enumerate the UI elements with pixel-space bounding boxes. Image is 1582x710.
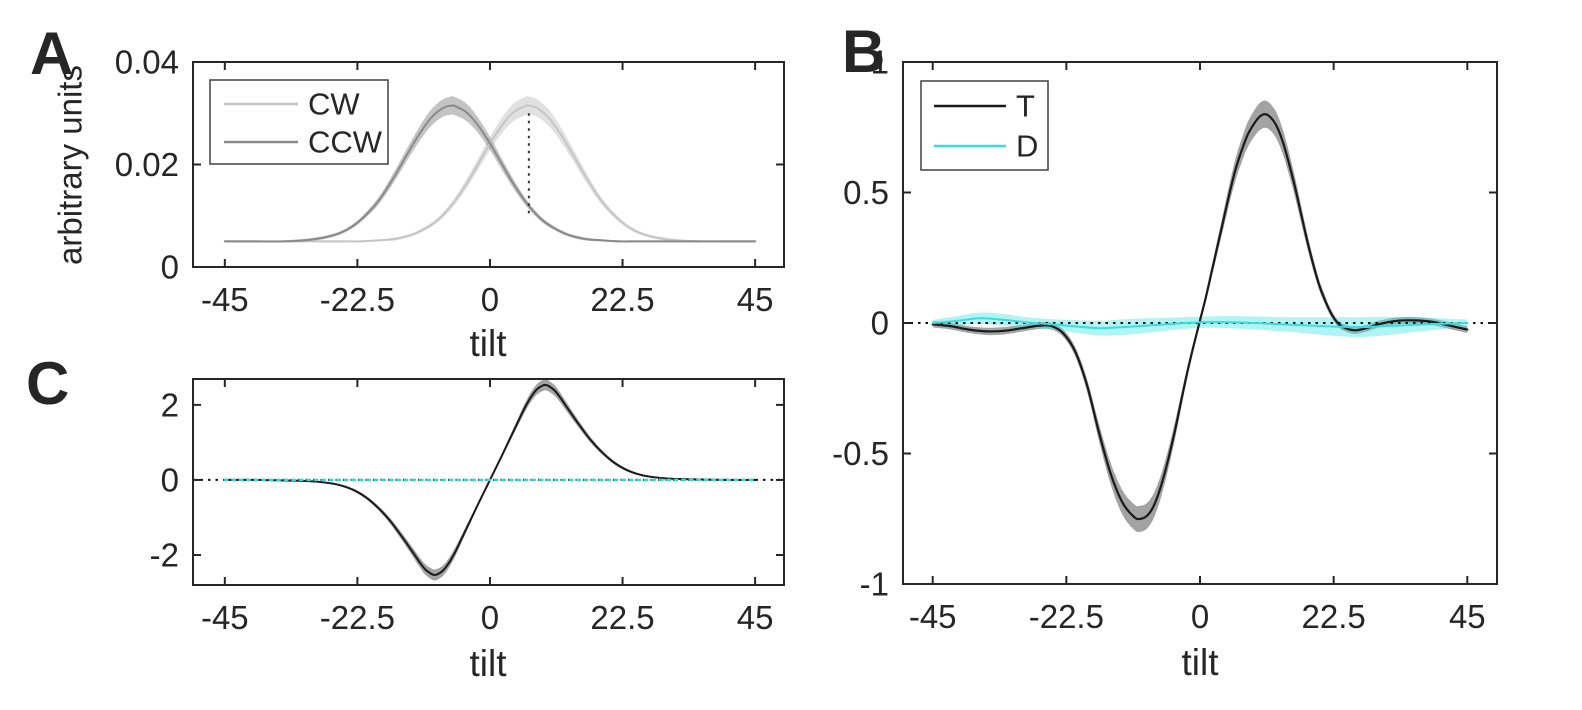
curve-cw (223, 104, 757, 243)
x-tick-label: 45 (737, 281, 774, 318)
panel-label-a: A (30, 20, 74, 87)
y-tick-label: 1 (871, 44, 889, 81)
x-tick-label: 22.5 (590, 599, 654, 636)
x-tick-label: 22.5 (590, 281, 654, 318)
x-axis-label-b: tilt (1181, 642, 1219, 683)
legend-label-d: D (1016, 129, 1038, 164)
y-tick-label: 0.5 (843, 174, 889, 211)
x-tick-label: 45 (1449, 598, 1486, 635)
legend-label-ccw: CCW (308, 125, 383, 160)
panel-label-c: C (26, 350, 70, 417)
y-tick-label: 2 (161, 386, 179, 423)
y-tick-label: 0 (161, 249, 179, 286)
x-axis-label-a: tilt (469, 323, 507, 364)
axis-box (192, 378, 785, 586)
x-tick-label: -22.5 (320, 599, 395, 636)
y-tick-label: -2 (150, 536, 179, 573)
x-tick-label: -45 (201, 599, 249, 636)
y-axis-label-a: arbitrary units (51, 65, 89, 265)
legend-box (920, 80, 1049, 171)
x-tick-label: 45 (737, 599, 774, 636)
legend-label-t: T (1016, 89, 1035, 124)
x-tick-label: -45 (201, 281, 249, 318)
curve-ccw (223, 104, 757, 243)
panel-C: -45 -22.5 0 22.5 45 -2 0 2 (150, 378, 785, 636)
legend-b: TD (920, 80, 1049, 171)
y-tick-label: 0.02 (115, 146, 179, 183)
y-tick-label: -1 (860, 566, 889, 603)
panel-B: -45 -22.5 0 22.5 45 -1 -0.5 0 0.5 1 TD (832, 44, 1498, 635)
y-tick-label: -0.5 (832, 435, 889, 472)
y-tick-label: 0 (161, 461, 179, 498)
x-axis-label-c: tilt (469, 643, 507, 684)
x-tick-label: 22.5 (1302, 598, 1366, 635)
legend-box (209, 79, 389, 165)
panel-C-plot-area (193, 379, 784, 581)
panel-A-plot-area (223, 95, 757, 243)
x-tick-label: 0 (481, 599, 499, 636)
y-tick-label: 0.04 (115, 44, 179, 81)
panel-label-b: B (842, 18, 886, 85)
curve-t (931, 113, 1469, 521)
legend-label-cw: CW (308, 87, 360, 122)
x-tick-label: -45 (909, 598, 957, 635)
x-tick-label: -22.5 (1029, 598, 1104, 635)
x-tick-label: 0 (1191, 598, 1209, 635)
curve-d (931, 317, 1469, 330)
x-tick-label: -22.5 (320, 281, 395, 318)
panel-B-plot-area (903, 100, 1497, 533)
y-tick-label: 0 (871, 305, 889, 342)
x-tick-label: 0 (481, 281, 499, 318)
